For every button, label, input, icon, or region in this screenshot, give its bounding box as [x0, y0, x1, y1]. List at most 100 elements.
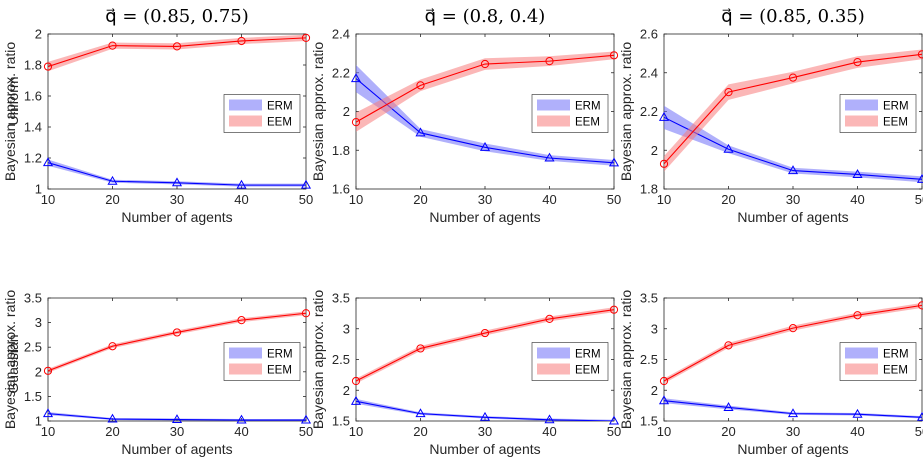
point-eem [659, 376, 669, 386]
point-eem [172, 42, 182, 51]
legend-swatch-eem [537, 363, 570, 375]
x-tick-label: 40 [850, 192, 864, 207]
y-tick-label: 2 [343, 104, 350, 119]
legend: ERM EEM [223, 342, 301, 381]
y-axis-label: Bayesian approx. ratio [618, 42, 634, 182]
point-erm [544, 414, 555, 424]
y-tick-label: 2.5 [24, 340, 42, 355]
x-tick-label: 20 [413, 192, 427, 207]
point-erm [916, 173, 923, 183]
plot-area [48, 34, 306, 187]
x-tick-label: 40 [542, 192, 556, 207]
x-tick-label: 50 [299, 192, 313, 207]
legend-label-erm: ERM [267, 101, 293, 113]
x-tick-label: 50 [915, 192, 923, 207]
y-tick-label: 1.6 [24, 89, 42, 104]
y-tick-label: 1.5 [640, 414, 658, 429]
x-tick-label: 10 [657, 424, 671, 439]
legend-label-erm: ERM [883, 101, 909, 113]
y-tick-label: 3.5 [24, 291, 42, 306]
x-tick-label: 50 [607, 424, 621, 439]
y-tick-label: 1 [35, 182, 42, 197]
point-eem [917, 50, 923, 59]
y-tick-label: 1.2 [24, 151, 42, 166]
y-tick-label: 2.6 [640, 27, 658, 42]
y-axis-label: Bayesian approx. ratio [310, 290, 326, 430]
x-tick-label: 20 [105, 192, 119, 207]
legend-swatch-erm [845, 347, 878, 359]
point-erm [42, 408, 54, 418]
x-tick-label: 30 [786, 192, 800, 207]
point-erm [916, 411, 923, 421]
point-erm [479, 141, 491, 151]
y-tick-label: 2 [343, 383, 350, 398]
point-erm [350, 395, 362, 405]
point-erm [479, 411, 491, 421]
point-eem [416, 81, 425, 90]
x-axis-label: Number of agents [429, 441, 540, 457]
series-line-erm [664, 116, 922, 180]
series-line-erm [356, 78, 614, 164]
chart-title: q⃗ = (0.85, 0.75) [105, 6, 249, 27]
x-tick-label: 30 [786, 424, 800, 439]
x-axis-label: Number of agents [737, 209, 848, 225]
point-erm [608, 415, 620, 425]
point-erm [171, 177, 183, 187]
point-erm [852, 169, 863, 178]
chart-panel-1: 10 20 30 40 50 1 1.2 1.4 1.6 1.8 2 Number of agents… [2, 6, 313, 225]
x-tick-label: 30 [478, 424, 492, 439]
legend: ERM EEM [531, 342, 609, 381]
y-tick-label: 2 [651, 143, 658, 158]
legend-label-erm: ERM [267, 349, 293, 361]
legend-label-eem: EEM [575, 117, 600, 129]
chart-panel-2: 10 20 30 40 50 1.6 1.8 2 2.2 2.4 Number of agents B… [310, 6, 621, 225]
legend: ERM EEM [839, 94, 917, 133]
x-tick-label: 50 [915, 424, 923, 439]
point-erm [544, 152, 555, 162]
legend: ERM EEM [531, 94, 609, 133]
x-tick-label: 20 [721, 192, 735, 207]
point-erm [300, 179, 312, 189]
row-label-uniform: Uniform [5, 76, 21, 125]
band-erm [48, 159, 306, 187]
x-tick-label: 30 [170, 192, 184, 207]
y-tick-label: 2 [651, 383, 658, 398]
point-erm [608, 157, 620, 167]
series-line-eem [48, 312, 306, 372]
x-tick-label: 20 [105, 424, 119, 439]
point-eem [43, 62, 53, 71]
series-line-erm [664, 400, 922, 418]
band-eem [664, 302, 922, 384]
legend-swatch-erm [537, 347, 570, 359]
x-tick-label: 40 [234, 424, 248, 439]
point-erm [350, 73, 362, 83]
legend-swatch-erm [229, 99, 262, 111]
point-eem [853, 57, 862, 67]
legend-label-erm: ERM [575, 349, 601, 361]
y-tick-label: 3 [343, 321, 350, 336]
legend-label-eem: EEM [267, 365, 292, 377]
point-eem [237, 36, 246, 46]
point-eem [416, 344, 425, 353]
point-erm [852, 408, 863, 418]
series-line-eem [356, 309, 614, 382]
band-eem [356, 307, 614, 384]
point-eem [480, 328, 490, 338]
x-tick-label: 40 [234, 192, 248, 207]
y-tick-label: 2 [35, 364, 42, 379]
series-line-eem [48, 37, 306, 68]
point-erm [236, 179, 247, 189]
chart-panel-3: 10 20 30 40 50 1.8 2 2.2 2.4 2.6 Number of agents B… [618, 6, 923, 225]
point-eem [724, 88, 733, 97]
y-tick-label: 3 [35, 315, 42, 330]
x-tick-label: 40 [542, 424, 556, 439]
chart-title: q⃗ = (0.8, 0.4) [425, 6, 546, 27]
point-erm [107, 413, 118, 423]
legend-label-eem: EEM [883, 117, 908, 129]
point-eem [43, 366, 53, 375]
legend-swatch-erm [537, 99, 570, 111]
plot-area [48, 311, 306, 421]
point-erm [723, 143, 734, 153]
series-line-eem [664, 304, 922, 382]
point-erm [658, 395, 670, 405]
